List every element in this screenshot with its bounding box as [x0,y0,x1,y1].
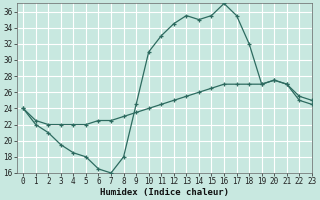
X-axis label: Humidex (Indice chaleur): Humidex (Indice chaleur) [100,188,229,197]
